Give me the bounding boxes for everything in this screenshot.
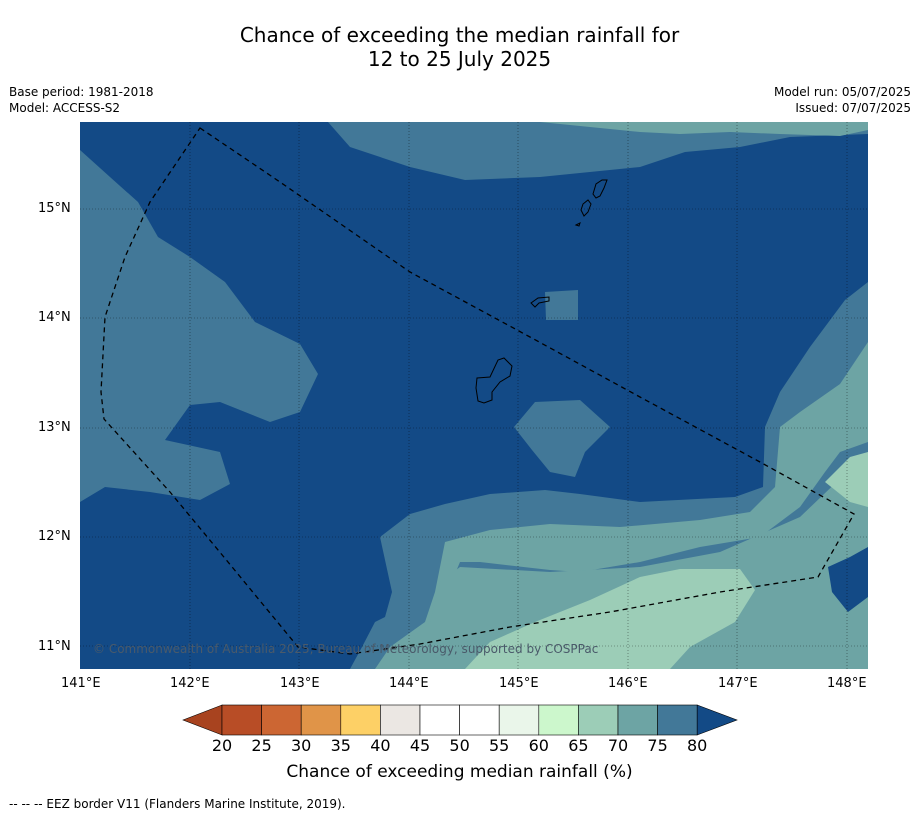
colorbar-label: 25	[251, 736, 272, 755]
colorbar-cell-9	[578, 704, 619, 736]
colorbar-label: 60	[528, 736, 549, 755]
map-title-line-1: Chance of exceeding the median rainfall …	[239, 23, 680, 47]
lon-label-148: 148°E	[827, 676, 867, 691]
colorbar-label: 30	[291, 736, 312, 755]
map-title-line-2: 12 to 25 July 2025	[367, 47, 552, 71]
colorbar-label: 70	[607, 736, 629, 755]
region-above-80-main	[80, 122, 868, 669]
island-aguijan	[574, 222, 581, 227]
graticule	[80, 122, 868, 669]
colorbar-label: 80	[687, 736, 708, 755]
lat-label-14: 14°N	[38, 310, 71, 325]
region-70-75-lower	[380, 452, 868, 669]
colorbar-cell-10	[617, 704, 658, 736]
colorbar-label: 35	[330, 736, 351, 755]
lon-label-144: 144°E	[389, 676, 429, 691]
lon-label-142: 142°E	[170, 676, 210, 691]
colorbar-cell-4	[380, 704, 421, 736]
region-65-70-south	[465, 569, 755, 669]
colorbar-cell-2	[300, 704, 342, 736]
issued-text: Issued: 07/07/2025	[795, 101, 911, 115]
eez-border-footnote: -- -- -- EEZ border V11 (Flanders Marine…	[9, 797, 346, 811]
colorbar-cell-6	[459, 704, 500, 736]
colorbar-extension-low	[182, 704, 223, 736]
lon-label-146: 146°E	[608, 676, 648, 691]
lat-label-12: 12°N	[38, 529, 71, 544]
region-65-70-east	[825, 452, 868, 507]
island-rota	[530, 296, 550, 308]
colorbar-extension-high	[696, 704, 738, 736]
colorbar-label: 75	[647, 736, 668, 755]
colorbar-cell-5	[419, 704, 460, 736]
colorbar-label: 50	[449, 736, 470, 755]
colorbar-label: 20	[211, 736, 233, 755]
lon-label-147: 147°E	[718, 676, 758, 691]
island-tinian	[580, 199, 592, 217]
colorbar-cell-11	[657, 704, 698, 736]
lat-label-11: 11°N	[38, 639, 71, 654]
colorbar-label: 55	[489, 736, 510, 755]
region-above-80-east	[828, 547, 868, 612]
island-outlines	[475, 179, 608, 404]
lat-label-13: 13°N	[38, 420, 71, 435]
colorbar	[182, 704, 738, 736]
model-run-text: Model run: 05/07/2025	[773, 85, 911, 99]
island-guam	[475, 357, 513, 404]
colorbar-cell-7	[498, 704, 540, 736]
colorbar-label: 65	[568, 736, 589, 755]
island-saipan	[592, 179, 608, 199]
colorbar-cell-8	[538, 704, 579, 736]
colorbar-cell-3	[340, 704, 381, 736]
colorbar-title: Chance of exceeding median rainfall (%)	[286, 762, 633, 782]
lat-label-15: 15°N	[38, 201, 71, 216]
eez-border	[100, 127, 855, 655]
colorbar-cell-1	[261, 704, 302, 736]
region-75-80-north-patch	[545, 290, 578, 320]
lon-label-141: 141°E	[61, 676, 101, 691]
colorbar-label: 40	[370, 736, 391, 755]
rainfall-probability-map: © Commonwealth of Australia 2025, Bureau…	[80, 122, 868, 669]
colorbar-cell-0	[221, 704, 262, 736]
colorbar-label: 45	[409, 736, 431, 755]
region-75-80-central	[514, 400, 610, 477]
copyright-notice: © Commonwealth of Australia 2025, Bureau…	[93, 642, 598, 656]
lon-label-145: 145°E	[499, 676, 539, 691]
region-70-75-top	[540, 122, 868, 136]
lon-label-143: 143°E	[280, 676, 320, 691]
model-text: Model: ACCESS-S2	[9, 101, 121, 115]
base-period-text: Base period: 1981-2018	[9, 85, 154, 99]
